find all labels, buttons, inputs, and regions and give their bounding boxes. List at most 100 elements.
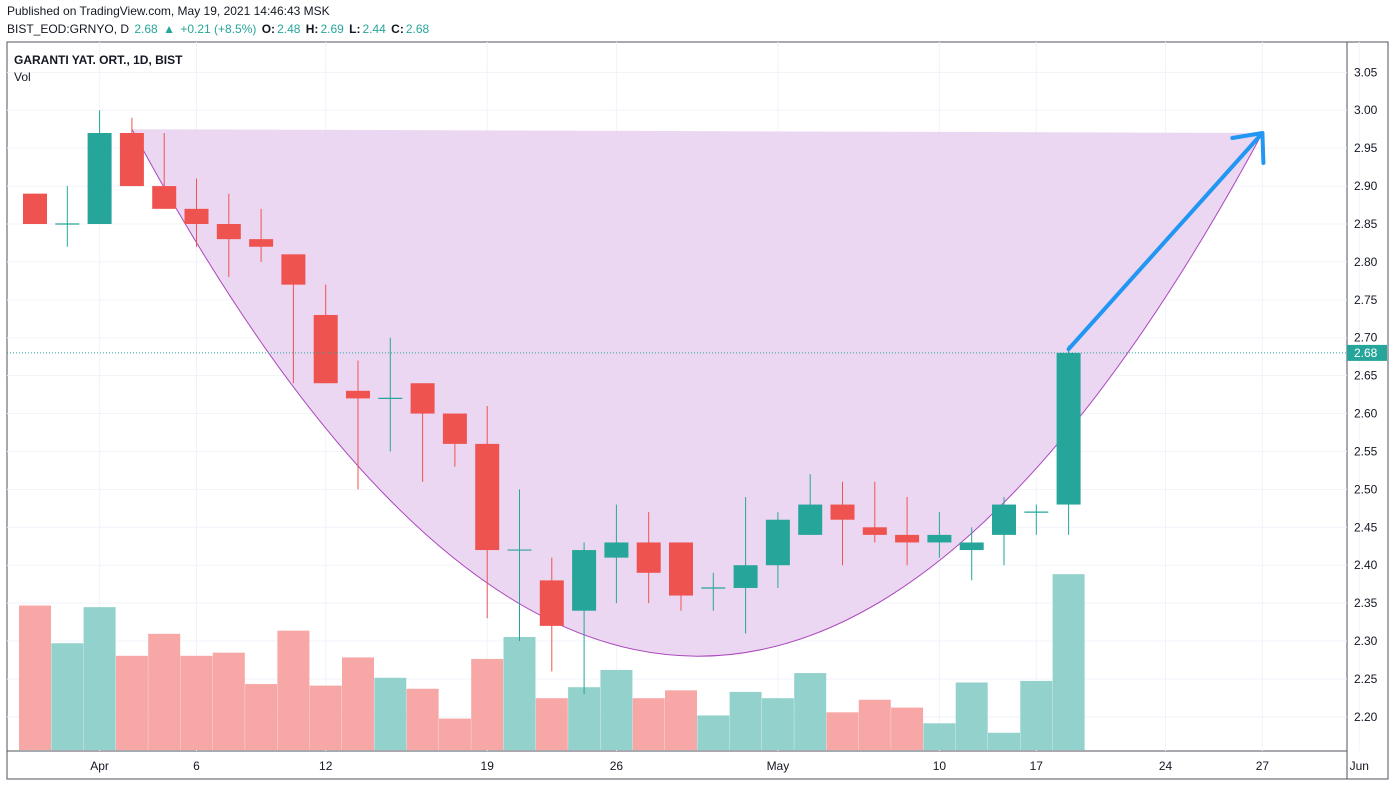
candle: [572, 542, 597, 695]
candle: [798, 474, 823, 535]
volume-bar: [212, 652, 245, 750]
candle: [1024, 504, 1049, 535]
symbol-label: BIST_EOD:GRNYO, D: [7, 22, 130, 36]
volume-bar: [374, 677, 407, 750]
candle-body: [410, 383, 435, 414]
candle: [765, 512, 790, 588]
pane-title: GARANTI YAT. ORT., 1D, BIST: [14, 53, 183, 67]
candle-body: [216, 223, 241, 240]
low-value: 2.44: [362, 22, 386, 36]
candle: [410, 383, 435, 482]
projection-arrow-line: [1066, 130, 1265, 352]
candle-body: [862, 527, 887, 535]
candle-body: [119, 132, 144, 187]
price-tick-label: 2.85: [1354, 217, 1378, 231]
last-price-badge: [1347, 344, 1387, 361]
candle: [507, 489, 532, 642]
volume-bars: [19, 574, 1085, 750]
volume-bar: [697, 715, 730, 750]
price-tick-label: 3.05: [1354, 65, 1378, 79]
price-tick-label: 2.95: [1354, 141, 1378, 155]
candle: [636, 512, 661, 604]
candle-body: [669, 542, 693, 596]
volume-bar: [245, 684, 278, 750]
candle-body: [249, 239, 274, 247]
candle-body: [959, 542, 984, 551]
candle-body: [313, 314, 338, 384]
volume-bar: [115, 655, 148, 750]
candle-body: [604, 542, 629, 558]
price-tick-label: 2.70: [1354, 331, 1378, 345]
candle-body: [346, 390, 370, 399]
volume-bar: [406, 688, 439, 750]
projection-arrow-head: [1230, 130, 1266, 165]
time-tick-label: May: [767, 759, 790, 773]
candle-body: [830, 504, 855, 520]
candle: [895, 496, 920, 566]
volume-bar: [503, 636, 536, 750]
price-tick-label: 2.55: [1354, 444, 1378, 458]
candle-body: [765, 519, 790, 566]
time-tick-label: 24: [1159, 759, 1173, 773]
volume-bar: [277, 630, 310, 750]
candle: [733, 496, 758, 634]
time-tick-label: 27: [1256, 759, 1270, 773]
chart-frame: [6, 41, 1389, 780]
volume-bar: [632, 698, 665, 750]
time-tick-label: 19: [481, 759, 495, 773]
candle-body: [798, 504, 823, 535]
candle-body: [184, 208, 209, 224]
time-tick-label: 17: [1030, 759, 1044, 773]
volume-bar: [148, 633, 181, 750]
candle: [604, 504, 629, 604]
volume-bar: [988, 732, 1020, 750]
candle: [249, 208, 274, 262]
candle: [378, 337, 403, 452]
volume-bar: [51, 643, 84, 750]
volume-bar: [535, 698, 568, 750]
candle: [216, 193, 241, 278]
ohlc-legend: BIST_EOD:GRNYO, D 2.68 ▲ +0.21 (+8.5%) O…: [7, 22, 431, 36]
volume-label: Vol: [14, 70, 31, 84]
volume-bar: [891, 707, 924, 750]
candle: [55, 186, 80, 247]
candle: [862, 481, 887, 543]
change-value: +0.21 (+8.5%): [180, 22, 257, 36]
volume-bar: [923, 723, 956, 750]
close-value: 2.68: [405, 22, 430, 36]
last-price: 2.68: [134, 22, 158, 36]
volume-bar: [858, 699, 891, 750]
candle: [701, 572, 726, 611]
volume-bar: [19, 605, 51, 750]
last-price-badge-label: 2.68: [1354, 346, 1378, 360]
volume-bar: [309, 685, 342, 750]
volume-bar: [794, 673, 827, 750]
volume-bar: [1020, 680, 1053, 750]
candle-body: [281, 254, 306, 285]
time-tick-label: Apr: [90, 759, 109, 773]
volume-bar: [471, 658, 504, 750]
volume-bar: [955, 682, 988, 750]
candle: [346, 360, 370, 490]
candle-body: [152, 186, 177, 209]
candle-body: [572, 550, 597, 611]
time-tick-label: 10: [933, 759, 947, 773]
volume-bar: [180, 655, 213, 750]
volume-bar: [665, 690, 697, 750]
candle: [119, 117, 144, 187]
candle: [475, 405, 500, 619]
time-tick-label: 26: [610, 759, 624, 773]
price-tick-label: 3.00: [1354, 103, 1378, 117]
volume-bar: [342, 657, 374, 750]
candle: [927, 512, 952, 558]
candle: [23, 193, 47, 224]
volume-bar: [568, 687, 601, 750]
volume-bar: [83, 607, 116, 750]
time-tick-label: Jun: [1350, 759, 1369, 773]
candle: [669, 542, 693, 611]
high-value: 2.69: [320, 22, 344, 36]
candle: [1056, 345, 1081, 535]
candle: [313, 284, 338, 384]
volume-bar: [761, 698, 794, 750]
